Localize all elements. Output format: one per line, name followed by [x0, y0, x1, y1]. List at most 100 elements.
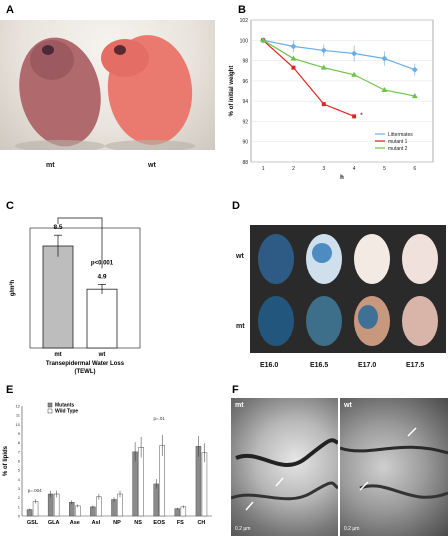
legend-label: Mutants: [55, 403, 74, 409]
data-point: [260, 37, 267, 43]
annotation-gsl: p=.004: [28, 488, 42, 493]
value-label: 8.5: [53, 224, 62, 231]
y-tick-label: 94: [242, 99, 248, 105]
y-tick-label: 6: [18, 459, 21, 464]
data-point: [320, 47, 327, 54]
category-label: wt: [98, 352, 106, 358]
x-tick-label: 5: [383, 166, 386, 172]
legend-swatch: [47, 408, 53, 414]
y-tick-label: 2: [18, 495, 21, 500]
tewl-bar-chart: g/m²h 8.5 mt 4.9 wt p<0.001 Transepidermal Wat…: [9, 217, 141, 375]
y-tick-label: 4: [18, 477, 21, 482]
category-label: GSL: [27, 520, 39, 526]
y-tick-label: 0: [18, 514, 21, 519]
y-tick-label: 88: [242, 160, 248, 166]
bar-GSL-1: [32, 501, 39, 517]
panel-letter-e: E: [6, 384, 14, 396]
y-tick-label: 11: [16, 413, 21, 418]
panel-letter-b: B: [238, 4, 246, 16]
dye-penetration-photo: [250, 225, 446, 353]
y-tick-label: 98: [242, 59, 248, 65]
legend-label: Wild Type: [55, 409, 78, 415]
data-point: [351, 50, 358, 57]
data-point: [290, 43, 297, 50]
chart-title-line-1: Transepidermal Water Loss: [46, 361, 125, 367]
y-tick-label: 9: [18, 431, 21, 436]
bar-mt: [42, 245, 74, 349]
data-point: [381, 55, 388, 62]
y-tick-label: 1: [18, 504, 21, 509]
legend-label: Littermates: [388, 132, 413, 138]
x-tick-label: 2: [292, 166, 295, 172]
weight-loss-line-chart: 88 90 92 94 96 98 100 102 1 2 3 4 5 6 h % of initial we…: [229, 18, 434, 180]
category-label: Asl: [92, 520, 101, 526]
em-label-mt: mt: [235, 402, 244, 409]
label-wt: wt: [148, 162, 156, 169]
y-tick-label: 100: [240, 38, 249, 44]
data-point: [291, 65, 296, 70]
scale-bar-label-wt: 0.2 µm: [344, 526, 360, 532]
y-tick-label: 5: [18, 468, 21, 473]
y-tick-label: 92: [242, 119, 248, 125]
series-line-0: [263, 39, 416, 71]
bar-NP-0: [111, 499, 117, 517]
y-tick-label: 12: [16, 404, 21, 409]
y-axis-label: g/m²h: [9, 280, 16, 297]
panel-letter-d: D: [232, 200, 240, 212]
y-tick-label: 96: [242, 79, 248, 85]
data-point: [290, 55, 297, 61]
x-tick-label: 3: [322, 166, 325, 172]
y-tick-label: 102: [240, 18, 249, 24]
x-tick-label: 1: [262, 166, 265, 172]
x-axis-label: h: [340, 175, 344, 180]
category-label: NS: [134, 520, 142, 526]
x-tick-label: 6: [413, 166, 416, 172]
stage-label-1: E16.0: [260, 362, 279, 369]
stage-label-4: E17.5: [406, 362, 425, 369]
value-label: 4.9: [97, 273, 106, 280]
category-label: Ase: [70, 520, 80, 526]
bar-Asl-0: [90, 506, 96, 517]
data-point: [352, 114, 357, 119]
annotation-eos: p=.01: [154, 416, 166, 421]
data-point: [411, 93, 418, 99]
embryo-grid: [258, 234, 438, 346]
category-label: FS: [177, 520, 184, 526]
category-label: CH: [197, 520, 205, 526]
y-axis-label: % of initial weight: [229, 66, 235, 117]
row-label-wt: wt: [236, 253, 244, 260]
chart-title-line-2: (TEWL): [75, 369, 96, 375]
newborn-mice-photo: [0, 20, 215, 152]
x-tick-label: 4: [353, 166, 356, 172]
category-label: NP: [113, 520, 121, 526]
category-label: GLA: [48, 520, 60, 526]
bar-FS-1: [180, 506, 187, 517]
scale-bar-label-mt: 0.2 µm: [235, 526, 251, 532]
bar-NS-0: [132, 451, 138, 517]
y-axis-label: % of lipids: [3, 445, 9, 476]
panel-letter-a: A: [6, 4, 14, 16]
bar-CH-0: [195, 446, 202, 517]
pups-illustration: [15, 35, 195, 152]
y-tick-label: 90: [242, 140, 248, 146]
bar-GSL-0: [26, 509, 33, 517]
category-label: mt: [54, 352, 61, 358]
y-tick-label: 3: [18, 486, 21, 491]
significance-bracket: [57, 217, 103, 269]
data-point: [351, 71, 358, 77]
significance-annotation: *: [360, 112, 363, 119]
bar-Asl-1: [96, 496, 102, 517]
y-tick-label: 10: [16, 422, 21, 427]
legend-label: mutant 2: [388, 146, 408, 152]
series-line-1: [262, 39, 355, 117]
panel-letter-f: F: [232, 384, 239, 396]
stage-label-3: E17.0: [358, 362, 377, 369]
bar-wt: [86, 288, 118, 349]
significance-label: p<0.001: [91, 260, 114, 266]
label-mt: mt: [46, 162, 55, 169]
y-tick-label: 7: [18, 449, 21, 454]
data-point: [381, 86, 388, 92]
em-micrograph-mt: [230, 398, 340, 536]
data-point: [321, 102, 326, 107]
